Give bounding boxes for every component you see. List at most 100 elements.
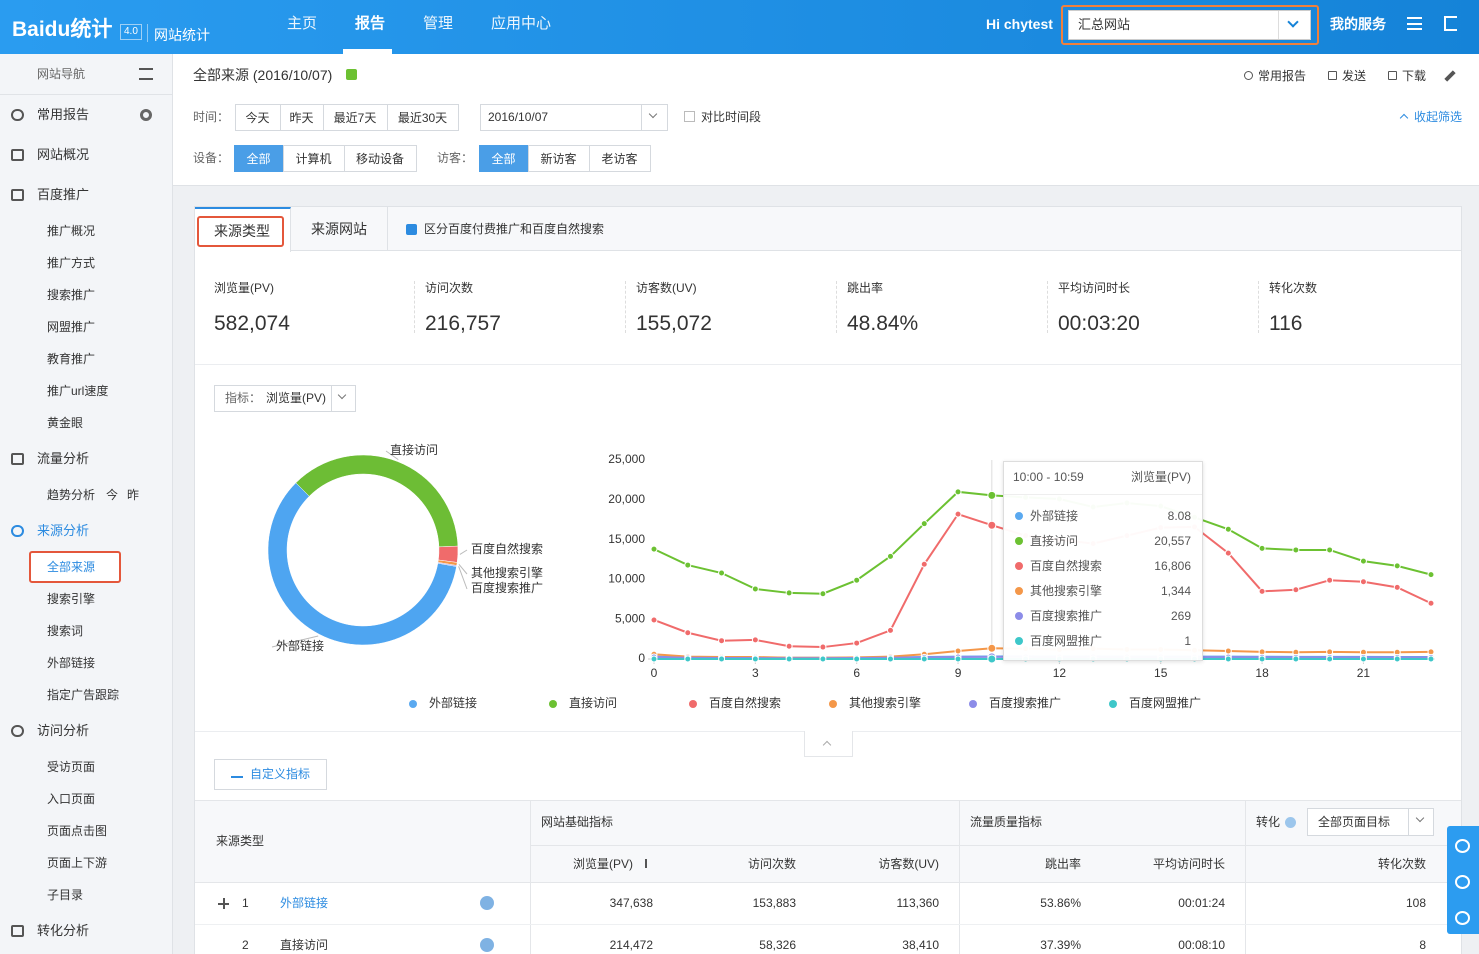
x-tick-label: 15	[1154, 666, 1168, 680]
tooltip-dot	[1015, 537, 1023, 545]
tooltip-dot	[1015, 612, 1023, 620]
data-point	[1360, 558, 1366, 564]
donut-label: 百度自然搜索	[471, 541, 543, 556]
goal-select-divider	[1408, 809, 1409, 835]
column-header: 跳出率	[1045, 855, 1081, 873]
data-point	[1259, 545, 1265, 551]
data-point	[1225, 656, 1231, 662]
tooltip-name: 百度网盟推广	[1030, 632, 1102, 650]
donut-slice	[438, 546, 458, 562]
data-point	[955, 656, 961, 662]
row-index: 1	[242, 894, 249, 912]
tooltip-value: 1,344	[1161, 582, 1191, 600]
column-header: 平均访问时长	[1153, 855, 1225, 873]
tooltip-name: 外部链接	[1030, 507, 1078, 525]
data-point	[820, 591, 826, 597]
row-index: 2	[242, 936, 249, 954]
tooltip-dot	[1015, 637, 1023, 645]
data-point	[685, 562, 691, 568]
data-point	[1360, 656, 1366, 662]
float-tool-icon[interactable]	[1455, 839, 1470, 853]
tooltip-metric: 浏览量(PV)	[1131, 468, 1191, 486]
table-cell: 00:08:10	[1178, 936, 1225, 954]
table-row-line	[195, 924, 1461, 925]
trend-icon[interactable]	[480, 938, 494, 952]
data-point	[685, 656, 691, 662]
x-tick-label: 9	[955, 666, 962, 680]
column-header: 访客数(UV)	[878, 855, 939, 873]
table-group: 转化	[1256, 813, 1280, 831]
float-tool-icon[interactable]	[1455, 911, 1470, 925]
table-cell: 113,360	[897, 894, 940, 912]
data-point	[921, 561, 927, 567]
legend-dot	[689, 700, 697, 708]
data-point	[1360, 579, 1366, 585]
table-cell: 37.39%	[1040, 936, 1081, 954]
y-tick-label: 20,000	[608, 492, 645, 506]
data-point	[955, 648, 961, 654]
trend-icon[interactable]	[480, 896, 494, 910]
y-tick-label: 5,000	[615, 611, 645, 625]
data-point	[786, 590, 792, 596]
tooltip-dot	[1015, 562, 1023, 570]
table-cell: 108	[1406, 894, 1426, 912]
y-tick-label: 25,000	[608, 452, 645, 466]
expand-plus-v	[223, 898, 225, 909]
tooltip-name: 其他搜索引擎	[1030, 582, 1102, 600]
data-point	[988, 521, 996, 529]
column-header[interactable]: 浏览量(PV)	[573, 855, 633, 873]
data-point	[1428, 572, 1434, 578]
data-point	[988, 655, 996, 663]
tooltip-value: 1	[1184, 632, 1191, 650]
legend-label: 直接访问	[569, 695, 617, 710]
donut-label: 直接访问	[390, 442, 438, 457]
table-cell: 153,883	[753, 894, 796, 912]
data-point	[719, 638, 725, 644]
data-point	[1327, 656, 1333, 662]
data-point	[1394, 563, 1400, 569]
data-point	[1259, 588, 1265, 594]
data-point	[786, 643, 792, 649]
data-point	[1259, 656, 1265, 662]
data-point	[955, 511, 961, 517]
tooltip-value: 16,806	[1154, 557, 1191, 575]
float-tool-icon[interactable]	[1455, 875, 1470, 889]
donut-slice	[296, 455, 458, 547]
data-point	[820, 656, 826, 662]
y-tick-label: 0	[638, 651, 645, 665]
donut-label: 其他搜索引擎	[471, 565, 543, 580]
help-icon	[1285, 817, 1296, 828]
sort-arrow	[645, 859, 647, 868]
column-header: 访问次数	[748, 855, 796, 873]
x-tick-label: 18	[1255, 666, 1269, 680]
data-point	[1327, 547, 1333, 553]
donut-label: 外部链接	[276, 638, 324, 653]
x-tick-label: 3	[752, 666, 759, 680]
data-point	[651, 617, 657, 623]
data-point	[719, 656, 725, 662]
table-cell: 8	[1419, 936, 1426, 954]
data-point	[1428, 600, 1434, 606]
data-point	[887, 627, 893, 633]
table-cell: 53.86%	[1040, 894, 1081, 912]
table-cell: 347,638	[610, 894, 653, 912]
table-cell: 38,410	[902, 936, 939, 954]
data-point	[1225, 550, 1231, 556]
tooltip-dot	[1015, 512, 1023, 520]
tooltip-divider	[1004, 494, 1202, 495]
row-source[interactable]: 外部链接	[280, 894, 328, 912]
data-point	[921, 521, 927, 527]
data-point	[752, 637, 758, 643]
x-tick-label: 21	[1357, 666, 1371, 680]
y-tick-label: 15,000	[608, 532, 645, 546]
data-point	[1225, 526, 1231, 532]
x-tick-label: 0	[651, 666, 658, 680]
data-point	[651, 656, 657, 662]
x-tick-label: 12	[1053, 666, 1067, 680]
table-col-divider	[1245, 800, 1246, 954]
data-point	[854, 577, 860, 583]
data-point	[719, 570, 725, 576]
table-cell: 00:01:24	[1178, 894, 1225, 912]
legend-dot	[969, 700, 977, 708]
